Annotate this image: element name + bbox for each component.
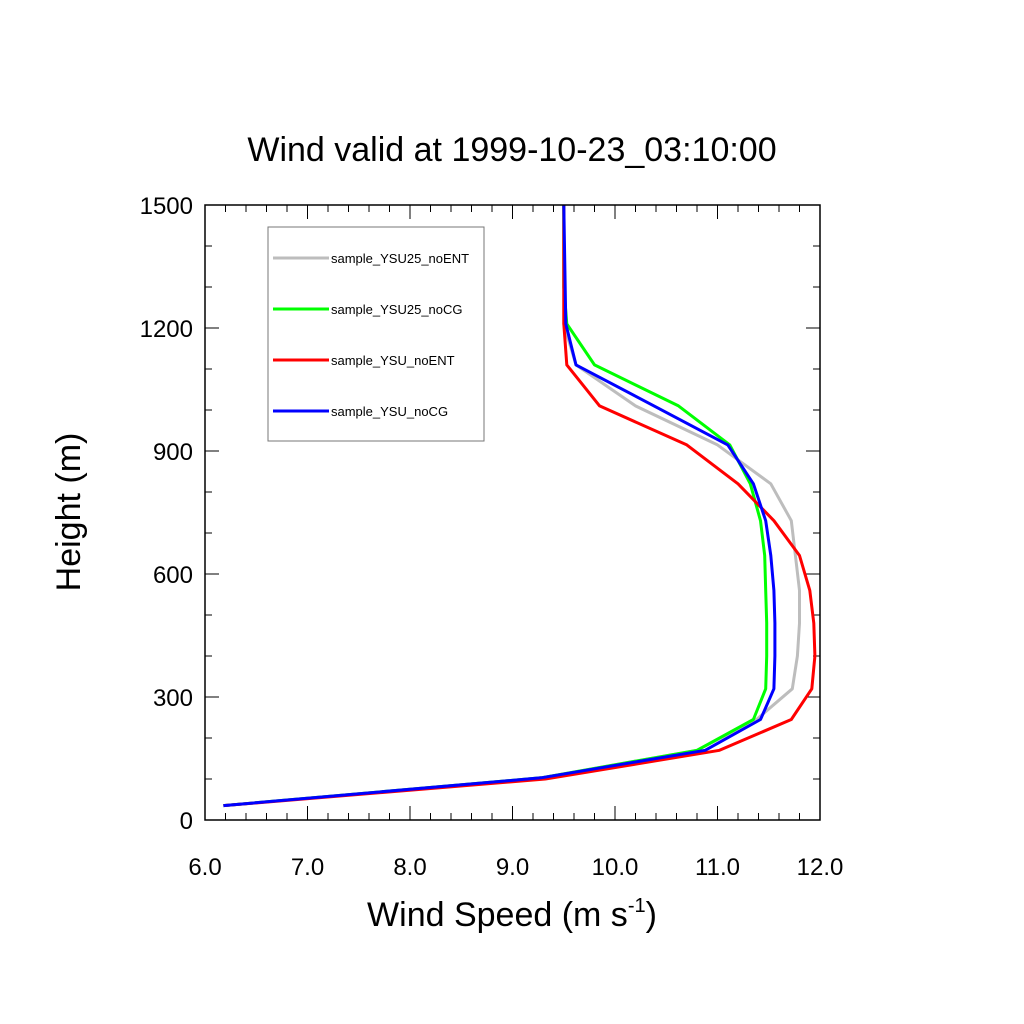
x-tick-label: 9.0 [496,854,529,881]
y-tick-label: 900 [153,439,193,466]
series-line-sample_YSU25_noCG [223,205,769,808]
x-axis-label-close: ) [646,896,657,934]
legend-items: sample_YSU25_noENT sample_YSU25_noCGsampl… [273,251,469,419]
x-axis-label-sup: -1 [628,895,646,917]
y-tick-labels: 0 300 600 900 1200 1500 [140,193,193,835]
x-axis-label-main: Wind Speed (m s [367,896,628,934]
x-tick-label: 10.0 [592,854,639,881]
y-tick-label: 0 [180,808,193,835]
y-tick-label: 1200 [140,316,193,343]
legend-label: sample_YSU_noENT [331,353,455,368]
y-axis-label: Height (m) [50,433,88,592]
legend-label: sample_YSU_noCG [331,404,448,419]
legend: sample_YSU25_noENT sample_YSU25_noCGsampl… [267,226,485,442]
chart-title: Wind valid at 1999-10-23_03:10:00 [247,131,776,169]
x-tick-label: 8.0 [393,854,426,881]
x-axis-label: Wind Speed (m s-1) [367,895,657,934]
legend-box [267,226,485,442]
y-tick-label: 600 [153,562,193,589]
series-line-sample_YSU_noCG [223,204,777,808]
x-tick-label: 12.0 [797,854,844,881]
legend-label: sample_YSU25_noENT [331,251,469,266]
legend-label: sample_YSU25_noCG [331,302,463,317]
series-lines [223,204,817,808]
x-tick-labels: 6.0 7.0 8.0 9.0 10.0 11.0 12.0 [188,854,843,881]
x-tick-label: 7.0 [291,854,324,881]
x-tick-label: 6.0 [188,854,221,881]
x-tick-label: 11.0 [695,854,740,881]
plot-frame [204,204,821,821]
y-tick-label: 300 [153,685,193,712]
series-line-sample_YSU_noENT [223,205,817,808]
y-tick-label: 1500 [140,193,193,220]
